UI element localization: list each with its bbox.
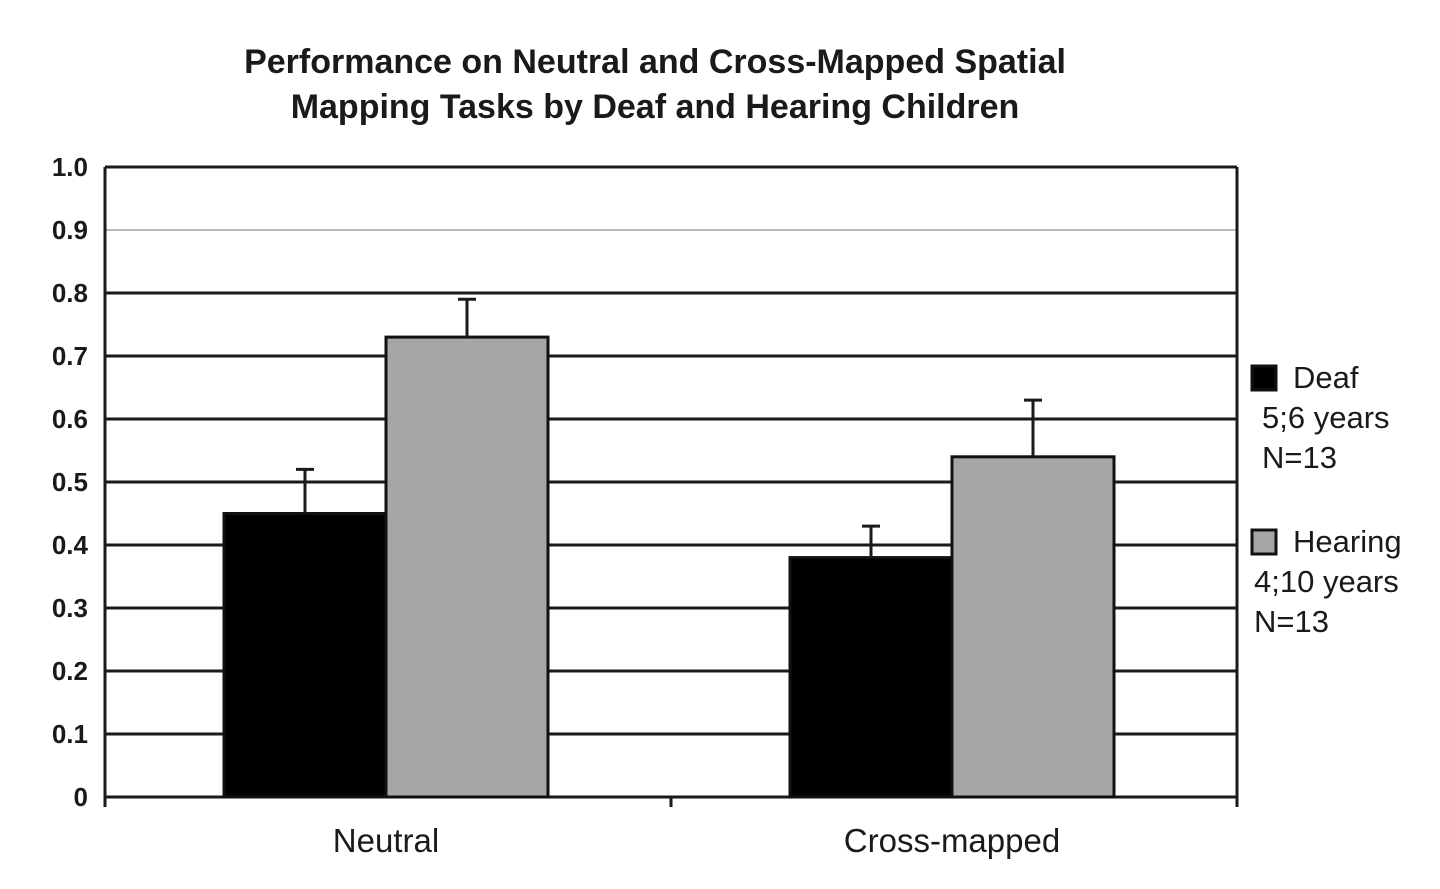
x-tick-label: Cross-mapped bbox=[844, 822, 1060, 859]
legend-swatch bbox=[1250, 528, 1278, 556]
legend-label: 4;10 years bbox=[1254, 564, 1399, 599]
chart-title-line-2: Mapping Tasks by Deaf and Hearing Childr… bbox=[291, 88, 1020, 126]
y-tick-label: 0.8 bbox=[52, 278, 88, 308]
y-tick-label: 1.0 bbox=[52, 152, 88, 182]
y-tick-label: 0.5 bbox=[52, 467, 88, 497]
legend-label: Hearing bbox=[1293, 524, 1402, 559]
y-tick-label: 0.6 bbox=[52, 404, 88, 434]
y-tick-label: 0.4 bbox=[52, 530, 89, 560]
y-tick-label: 0.2 bbox=[52, 656, 88, 686]
legend-label: 5;6 years bbox=[1262, 400, 1390, 435]
chart-title-line-1: Performance on Neutral and Cross-Mapped … bbox=[244, 43, 1066, 81]
legend-label: N=13 bbox=[1262, 440, 1337, 475]
y-tick-label: 0.3 bbox=[52, 593, 88, 623]
y-tick-label: 0.1 bbox=[52, 719, 88, 749]
legend-swatch bbox=[1250, 364, 1278, 392]
y-tick-label: 0.9 bbox=[52, 215, 88, 245]
legend: Deaf 5;6 years N=13 Hearing 4;10 years N=13 bbox=[1250, 360, 1402, 639]
bar bbox=[788, 556, 954, 799]
y-tick-label: 0 bbox=[74, 782, 88, 812]
y-tick-label: 0.7 bbox=[52, 341, 88, 371]
legend-label: N=13 bbox=[1254, 604, 1329, 639]
plot-area: 0 0.1 0.2 0.3 0.4 0.5 0.6 0.7 0.8 0.9 1.0 Neutral Cr… bbox=[52, 152, 1239, 859]
bar bbox=[384, 335, 550, 799]
legend-label: Deaf bbox=[1293, 360, 1359, 395]
x-tick-label: Neutral bbox=[333, 822, 439, 859]
bar bbox=[950, 455, 1116, 799]
bar bbox=[222, 512, 388, 799]
